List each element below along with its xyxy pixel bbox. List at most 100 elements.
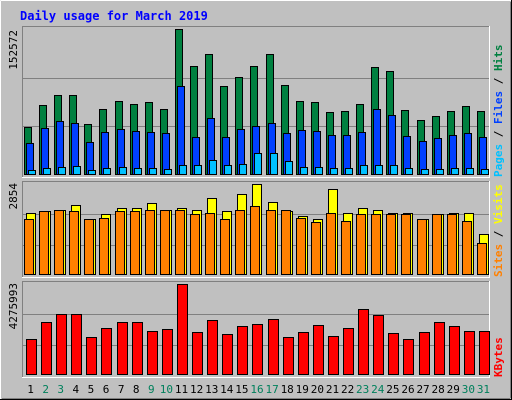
bar-kbytes-day-4 xyxy=(71,314,82,375)
bar-sites-day-7 xyxy=(115,211,125,275)
bar-sites-day-4 xyxy=(69,211,79,275)
bar-pages-day-4 xyxy=(73,166,81,175)
bar-kbytes-day-9 xyxy=(147,331,158,375)
legend-sites-visits: Sites / Visits xyxy=(492,184,505,277)
bar-kbytes-day-14 xyxy=(222,334,233,375)
bar-kbytes-day-24 xyxy=(373,315,384,375)
x-label-day-24: 24 xyxy=(371,383,385,396)
legend-pages: Pages xyxy=(492,144,505,177)
bar-pages-day-8 xyxy=(134,168,142,175)
bar-sites-day-16 xyxy=(250,206,260,275)
x-label-day-22: 22 xyxy=(341,383,354,396)
bar-pages-day-10 xyxy=(164,169,172,175)
bar-kbytes-day-29 xyxy=(449,326,460,375)
x-label-day-20: 20 xyxy=(311,383,324,396)
bar-sites-day-11 xyxy=(175,210,185,275)
hits-files-pages-panel xyxy=(22,26,490,178)
bar-sites-day-19 xyxy=(296,218,306,275)
bar-kbytes-day-17 xyxy=(268,319,279,375)
bar-sites-day-30 xyxy=(462,221,472,275)
bar-pages-day-7 xyxy=(119,167,127,175)
bar-kbytes-day-16 xyxy=(252,324,263,375)
bar-sites-day-1 xyxy=(24,219,34,275)
y-max-label-kbytes: 4275993 xyxy=(7,283,20,329)
legend-files: Files xyxy=(492,91,505,124)
x-label-day-4: 4 xyxy=(73,383,80,396)
bar-pages-day-25 xyxy=(390,165,398,175)
legend-sites: Sites xyxy=(492,244,505,277)
x-label-day-12: 12 xyxy=(190,383,203,396)
bar-kbytes-day-21 xyxy=(328,336,339,375)
bar-sites-day-22 xyxy=(341,221,351,275)
bar-sites-day-13 xyxy=(205,213,215,275)
x-label-day-29: 29 xyxy=(447,383,460,396)
bar-sites-day-20 xyxy=(311,222,321,275)
bar-kbytes-day-13 xyxy=(207,320,218,375)
x-label-day-8: 8 xyxy=(133,383,140,396)
bar-pages-day-20 xyxy=(315,167,323,175)
legend-sep-2: / xyxy=(492,71,505,91)
x-label-day-19: 19 xyxy=(296,383,309,396)
bar-pages-day-16 xyxy=(254,153,262,175)
bar-sites-day-26 xyxy=(401,214,411,275)
y-max-label-visits: 2854 xyxy=(7,183,20,210)
bar-kbytes-day-15 xyxy=(237,326,248,375)
bar-kbytes-day-5 xyxy=(86,337,97,375)
bar-pages-day-22 xyxy=(345,168,353,175)
bar-kbytes-day-2 xyxy=(41,322,52,375)
x-label-day-15: 15 xyxy=(235,383,248,396)
y-max-label-hits: 152572 xyxy=(7,30,20,70)
bar-sites-day-23 xyxy=(356,214,366,275)
x-label-day-16: 16 xyxy=(250,383,263,396)
x-label-day-25: 25 xyxy=(386,383,399,396)
bar-pages-day-14 xyxy=(224,165,232,175)
visits-sites-panel xyxy=(22,181,490,278)
bar-kbytes-day-26 xyxy=(403,339,414,375)
bar-sites-day-25 xyxy=(386,214,396,275)
chart-title: Daily usage for March 2019 xyxy=(20,9,208,23)
bar-sites-day-29 xyxy=(447,214,457,275)
bar-pages-day-24 xyxy=(375,165,383,175)
bar-kbytes-day-19 xyxy=(298,332,309,375)
bar-kbytes-day-28 xyxy=(434,322,445,375)
bar-sites-day-3 xyxy=(54,210,64,275)
x-label-day-30: 30 xyxy=(462,383,475,396)
bar-sites-day-28 xyxy=(432,214,442,275)
bar-kbytes-day-27 xyxy=(419,332,430,375)
x-label-day-6: 6 xyxy=(103,383,110,396)
bar-pages-day-15 xyxy=(239,164,247,175)
bar-pages-day-9 xyxy=(149,168,157,175)
x-label-day-10: 10 xyxy=(160,383,173,396)
kbytes-panel xyxy=(22,281,490,378)
bar-kbytes-day-10 xyxy=(162,329,173,375)
bar-sites-day-17 xyxy=(266,210,276,275)
bar-sites-day-9 xyxy=(145,210,155,275)
bar-sites-day-2 xyxy=(39,211,49,275)
bar-pages-day-13 xyxy=(209,160,217,175)
legend-visits: Visits xyxy=(492,184,505,224)
bar-sites-day-31 xyxy=(477,243,487,275)
bar-pages-day-17 xyxy=(270,153,278,175)
x-label-day-9: 9 xyxy=(148,383,155,396)
bar-kbytes-day-6 xyxy=(101,328,112,375)
x-label-day-1: 1 xyxy=(27,383,34,396)
x-label-day-13: 13 xyxy=(205,383,218,396)
bar-pages-day-30 xyxy=(466,168,474,175)
x-label-day-17: 17 xyxy=(265,383,278,396)
bar-sites-day-14 xyxy=(220,219,230,275)
bar-sites-day-27 xyxy=(417,219,427,275)
bar-sites-day-21 xyxy=(326,213,336,275)
x-label-day-14: 14 xyxy=(220,383,234,396)
bar-kbytes-day-22 xyxy=(343,328,354,375)
x-label-day-3: 3 xyxy=(57,383,64,396)
bar-kbytes-day-3 xyxy=(56,314,67,375)
bar-sites-day-12 xyxy=(190,214,200,275)
x-label-day-27: 27 xyxy=(416,383,429,396)
bar-sites-day-24 xyxy=(371,214,381,275)
bar-pages-day-29 xyxy=(451,168,459,175)
x-label-day-2: 2 xyxy=(42,383,49,396)
x-axis-day-labels: 1 2 3 4 5 6 7 8 9 10 11 12 13 14 15 16 17 18 19 20 21 22 23 24 2… xyxy=(27,383,490,396)
bar-kbytes-day-8 xyxy=(132,322,143,375)
bar-kbytes-day-7 xyxy=(117,322,128,375)
